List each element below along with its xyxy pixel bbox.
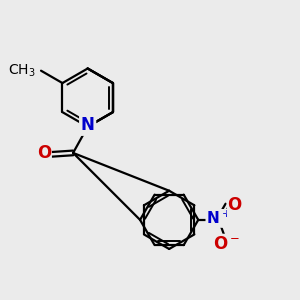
Text: N: N bbox=[81, 116, 94, 134]
Text: O: O bbox=[37, 144, 51, 162]
Text: CH$_3$: CH$_3$ bbox=[8, 62, 36, 79]
Text: N$^+$: N$^+$ bbox=[206, 210, 231, 227]
Text: O: O bbox=[227, 196, 242, 214]
Text: O$^-$: O$^-$ bbox=[212, 235, 240, 253]
